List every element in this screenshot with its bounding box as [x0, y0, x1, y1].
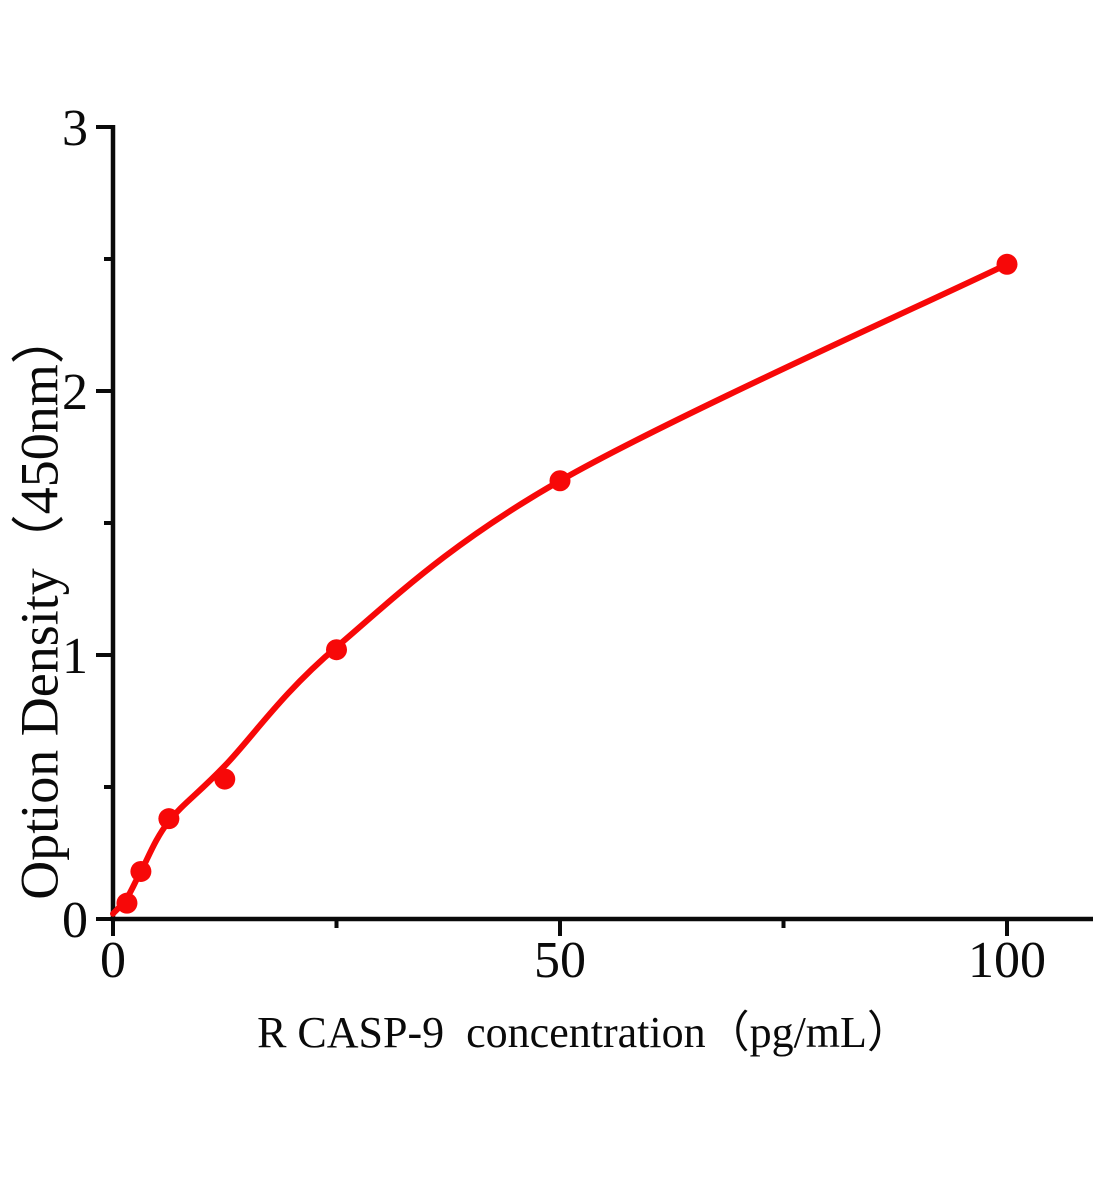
- fit-curve-line: [110, 261, 1010, 917]
- data-point-marker: [996, 253, 1018, 275]
- x-tick-label: 100: [968, 932, 1046, 989]
- y-tick-label: 3: [62, 100, 88, 157]
- y-tick-label: 0: [62, 892, 88, 949]
- data-point-marker: [549, 470, 571, 492]
- y-axis-title: Option Density（450nm）: [9, 310, 70, 900]
- x-tick-label: 50: [534, 932, 586, 989]
- data-point-marker: [214, 768, 236, 790]
- y-tick-label: 2: [62, 364, 88, 421]
- x-tick-label: 0: [100, 932, 126, 989]
- data-point-marker: [130, 860, 152, 882]
- data-point-marker: [158, 808, 180, 830]
- data-point-marker: [326, 639, 347, 661]
- data-point-marker: [116, 892, 138, 914]
- x-axis-title: R CASP-9 concentration（pg/mL）: [257, 1008, 911, 1057]
- y-tick-label: 1: [62, 628, 88, 685]
